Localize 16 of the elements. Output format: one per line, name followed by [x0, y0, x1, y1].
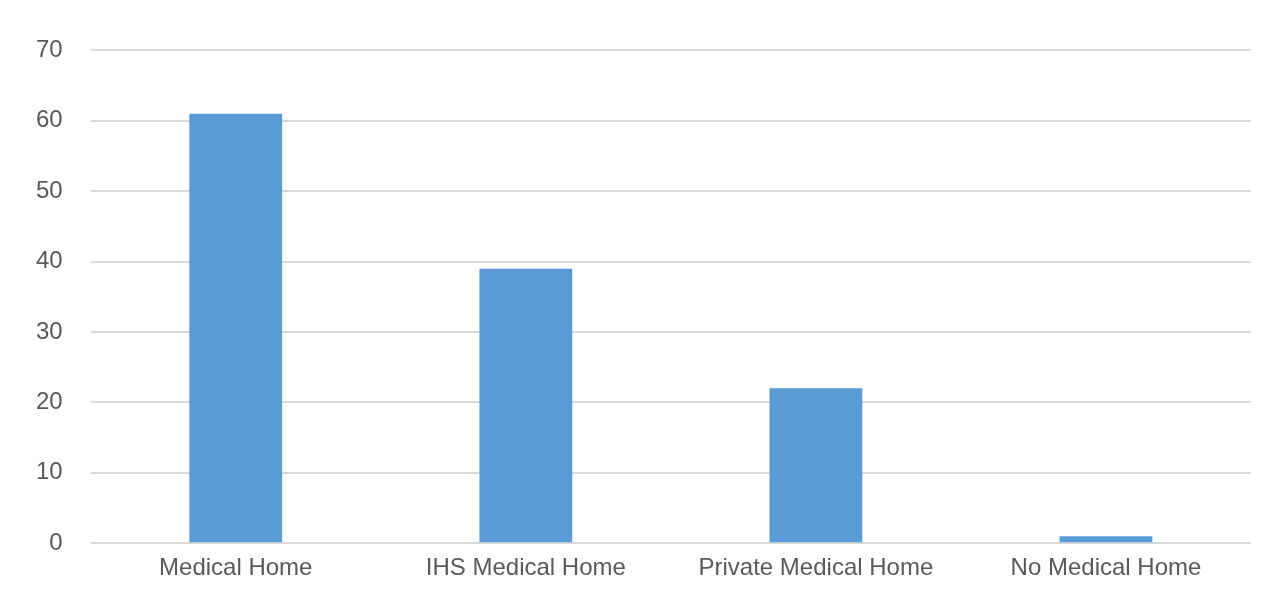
y-tick-label: 20 — [35, 387, 63, 415]
y-tick-label: 40 — [35, 246, 63, 274]
y-tick-label: 50 — [35, 175, 63, 203]
x-tick-label: No Medical Home — [1010, 553, 1202, 581]
y-tick-label: 60 — [35, 105, 63, 133]
x-tick-label: IHS Medical Home — [425, 553, 626, 581]
y-tick-label: 10 — [35, 457, 63, 485]
x-tick-label: Medical Home — [159, 553, 313, 581]
bar — [769, 388, 863, 543]
x-tick-label: Private Medical Home — [698, 553, 934, 581]
bar — [479, 268, 573, 543]
y-tick-label: 70 — [35, 35, 63, 63]
bar — [1059, 536, 1153, 543]
y-tick-label: 30 — [35, 316, 63, 344]
y-tick-label: 0 — [49, 527, 63, 555]
bar — [189, 113, 283, 543]
